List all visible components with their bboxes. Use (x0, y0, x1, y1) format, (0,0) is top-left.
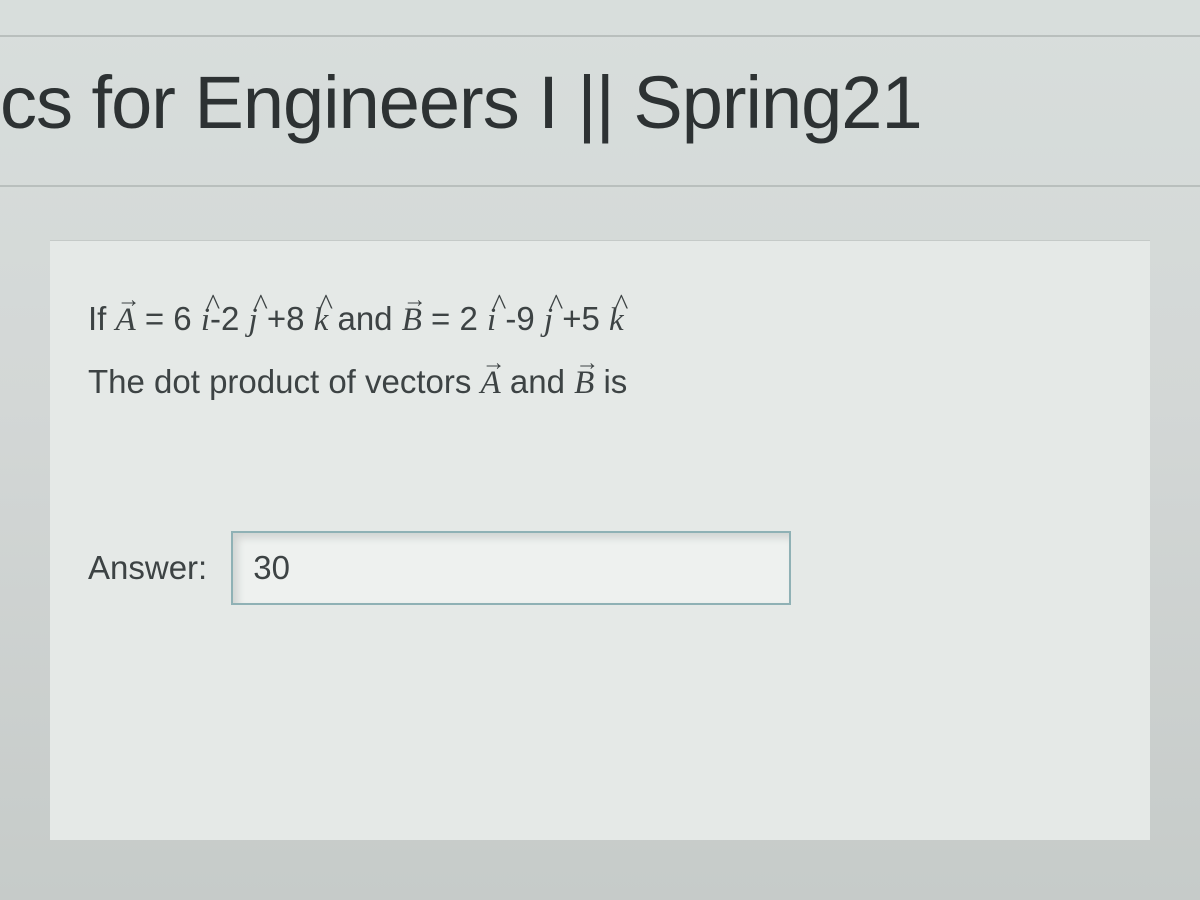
vector-B-symbol-2: B (574, 360, 594, 406)
question-card: If A = 6 i-2 j +8 k and B = 2 i -9 j +5 … (50, 240, 1150, 840)
screen: cs for Engineers I || Spring21 If A = 6 … (0, 0, 1200, 900)
vector-A-symbol-2: A (481, 360, 501, 406)
answer-row: Answer: (88, 531, 791, 605)
header-divider-top (0, 35, 1200, 37)
q1-b-eq: = 2 (422, 300, 487, 337)
q2-suffix: is (594, 363, 627, 400)
j-hat: j (249, 297, 258, 343)
question-line-1: If A = 6 i-2 j +8 k and B = 2 i -9 j +5 … (88, 296, 624, 343)
answer-input[interactable] (231, 531, 791, 605)
k-hat-b: k (609, 297, 624, 343)
k-hat: k (314, 297, 329, 343)
question-line-2: The dot product of vectors A and B is (88, 359, 627, 406)
q1-and: and (328, 300, 401, 337)
q2-prefix: The dot product of vectors (88, 363, 481, 400)
vector-A-symbol: A (116, 297, 136, 343)
answer-label: Answer: (88, 549, 207, 587)
q1-prefix: If (88, 300, 116, 337)
header-divider-bottom (0, 185, 1200, 187)
q2-and: and (501, 363, 574, 400)
q1-a-eq: = 6 (136, 300, 201, 337)
vector-B-symbol: B (402, 297, 422, 343)
course-title: cs for Engineers I || Spring21 (0, 60, 922, 145)
i-hat-b: i (487, 297, 496, 343)
i-hat: i (201, 297, 210, 343)
j-hat-b: j (544, 297, 553, 343)
